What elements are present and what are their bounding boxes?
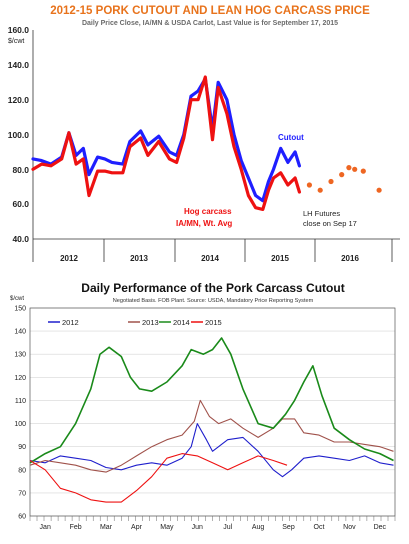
futures-point bbox=[317, 187, 323, 193]
top-chart: 2012-15 PORK CUTOUT AND LEAN HOG CARCASS… bbox=[8, 5, 400, 263]
bottom-x-tick-label: Sep bbox=[282, 524, 295, 531]
bottom-y-tick-label: 130 bbox=[14, 352, 26, 359]
bottom-y-ticks: 60 70 80 90 100 110 120 130 140 150 bbox=[14, 306, 26, 521]
legend-item-2015: 2015 bbox=[191, 318, 222, 327]
top-y-tick: 80.0 bbox=[12, 165, 29, 175]
top-chart-title: 2012-15 PORK CUTOUT AND LEAN HOG CARCASS… bbox=[50, 5, 370, 17]
legend-item-2012: 2012 bbox=[48, 318, 79, 327]
bottom-legend: 2012 2013 2014 2015 bbox=[48, 318, 222, 327]
futures-point bbox=[376, 187, 382, 193]
bottom-x-tick-label: Feb bbox=[70, 524, 82, 531]
top-series-line-hog-carcass-ia-mn-wt-avg bbox=[31, 75, 301, 211]
bottom-x-tick-label: Dec bbox=[374, 524, 387, 531]
bottom-y-tick-label: 110 bbox=[15, 398, 26, 405]
bottom-chart-title: Daily Performance of the Pork Carcass Cu… bbox=[81, 281, 344, 295]
legend-label: 2013 bbox=[142, 318, 159, 327]
cutout-annotation: Cutout bbox=[278, 133, 304, 142]
futures-point bbox=[352, 166, 358, 172]
futures-point bbox=[360, 168, 366, 174]
top-y-tick: 140.0 bbox=[8, 60, 30, 70]
top-series-layer bbox=[31, 75, 382, 211]
bottom-x-tick-label: May bbox=[160, 524, 174, 531]
futures-point bbox=[306, 182, 312, 188]
bottom-x-tick-label: Aug bbox=[252, 524, 265, 531]
top-x-group-label: 2012 bbox=[60, 254, 78, 263]
bottom-y-tick-label: 70 bbox=[18, 490, 26, 497]
bottom-series-line-2014 bbox=[29, 337, 394, 464]
top-x-group-label: 2015 bbox=[271, 254, 289, 263]
hog-carcass-annotation-sub: IA/MN, Wt. Avg bbox=[176, 219, 232, 228]
bottom-chart-ylabel: $/cwt bbox=[10, 296, 24, 302]
top-chart-ylabel: $/cwt bbox=[8, 38, 24, 45]
legend-label: 2014 bbox=[173, 318, 190, 327]
top-y-tick: 40.0 bbox=[12, 234, 29, 244]
bottom-x-ticks: Jan Feb Mar Apr May Jun Jul Aug Sep Oct Nov Dec bbox=[29, 516, 396, 531]
top-x-group-label: 2016 bbox=[341, 254, 359, 263]
futures-point bbox=[339, 172, 345, 178]
bottom-y-tick-label: 100 bbox=[14, 421, 26, 428]
bottom-y-tick-label: 120 bbox=[14, 375, 26, 382]
bottom-x-tick-label: Jan bbox=[40, 524, 51, 531]
top-annotations: Cutout Hog carcass IA/MN, Wt. Avg LH Fut… bbox=[176, 133, 357, 228]
legend-item-2014: 2014 bbox=[159, 318, 190, 327]
bottom-y-tick-label: 90 bbox=[18, 444, 26, 451]
futures-point bbox=[346, 165, 352, 171]
top-chart-subtitle: Daily Price Close, IA/MN & USDA Carlot, … bbox=[82, 20, 338, 27]
bottom-chart-subtitle: Negotiated Basis. FOB Plant. Source: USD… bbox=[113, 298, 314, 304]
bottom-y-tick-label: 60 bbox=[18, 514, 26, 521]
futures-annotation: LH Futures bbox=[303, 209, 340, 218]
futures-annotation-sub: close on Sep 17 bbox=[303, 219, 357, 228]
bottom-x-tick-label: Jul bbox=[223, 524, 232, 531]
top-axes bbox=[32, 30, 400, 262]
bottom-x-tick-label: Apr bbox=[131, 524, 143, 531]
top-y-tick: 60.0 bbox=[12, 199, 29, 209]
bottom-y-tick-label: 80 bbox=[18, 467, 26, 474]
legend-label: 2012 bbox=[62, 318, 79, 327]
top-y-tick: 100.0 bbox=[8, 130, 30, 140]
legend-item-2013: 2013 bbox=[128, 318, 159, 327]
bottom-y-tick-label: 140 bbox=[14, 329, 26, 336]
top-x-group-label: 2014 bbox=[201, 254, 219, 263]
futures-point bbox=[328, 178, 334, 185]
top-y-tick: 160.0 bbox=[8, 25, 30, 35]
bottom-series-line-2013 bbox=[29, 399, 394, 473]
bottom-series-line-2012 bbox=[29, 423, 394, 478]
top-y-ticks: 160.0 140.0 120.0 100.0 80.0 60.0 40.0 bbox=[8, 25, 30, 244]
bottom-x-tick-label: Nov bbox=[343, 524, 356, 531]
bottom-x-tick-label: Mar bbox=[100, 524, 113, 531]
top-y-tick: 120.0 bbox=[8, 95, 30, 105]
top-x-groups: 2012 2013 2014 2015 2016 bbox=[60, 254, 359, 263]
top-x-group-label: 2013 bbox=[130, 254, 148, 263]
bottom-series-line-2015 bbox=[29, 453, 288, 503]
bottom-x-tick-label: Jun bbox=[192, 524, 203, 531]
hog-carcass-annotation: Hog carcass bbox=[184, 207, 232, 216]
bottom-y-tick-label: 150 bbox=[14, 306, 26, 313]
bottom-chart: Daily Performance of the Pork Carcass Cu… bbox=[10, 281, 396, 531]
bottom-series-layer bbox=[29, 337, 394, 503]
bottom-x-tick-label: Oct bbox=[314, 524, 325, 531]
legend-label: 2015 bbox=[205, 318, 222, 327]
